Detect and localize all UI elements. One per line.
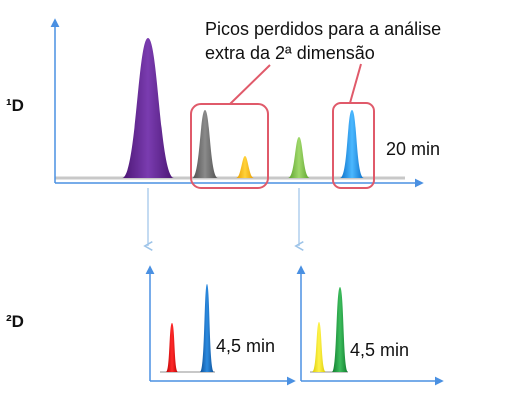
first-dimension-time-label: 20 min (386, 139, 440, 159)
peak-green (288, 137, 310, 178)
callout-line-left (229, 64, 271, 105)
peak-blue (340, 110, 364, 178)
callout-text-line-2: extra da 2ª dimensão (205, 43, 375, 63)
peak-yellow (312, 322, 326, 372)
callout-line-right (349, 63, 362, 104)
first-dimension-label: ¹D (6, 96, 24, 115)
peak-purple (122, 38, 174, 178)
right-2d-time-label: 4,5 min (350, 340, 409, 360)
peak-orange (236, 156, 254, 178)
peak-blue-2d (200, 284, 214, 372)
second-dimension-label: ²D (6, 312, 24, 331)
second-dimension-chromatogram-left: 4,5 min (145, 265, 296, 386)
peak-red (166, 323, 178, 372)
peak-green-2d (332, 287, 348, 372)
lost-peaks-highlight-box (190, 103, 269, 189)
second-dimension-chromatogram-right: 4,5 min (296, 265, 444, 386)
first-dimension-chromatogram: Picos perdidos para a análise extra da 2… (6, 18, 441, 189)
callout-text-line-1: Picos perdidos para a análise (205, 19, 441, 39)
peak-gray (192, 110, 218, 178)
blue-peak-highlight-box (332, 102, 375, 189)
left-2d-time-label: 4,5 min (216, 336, 275, 356)
